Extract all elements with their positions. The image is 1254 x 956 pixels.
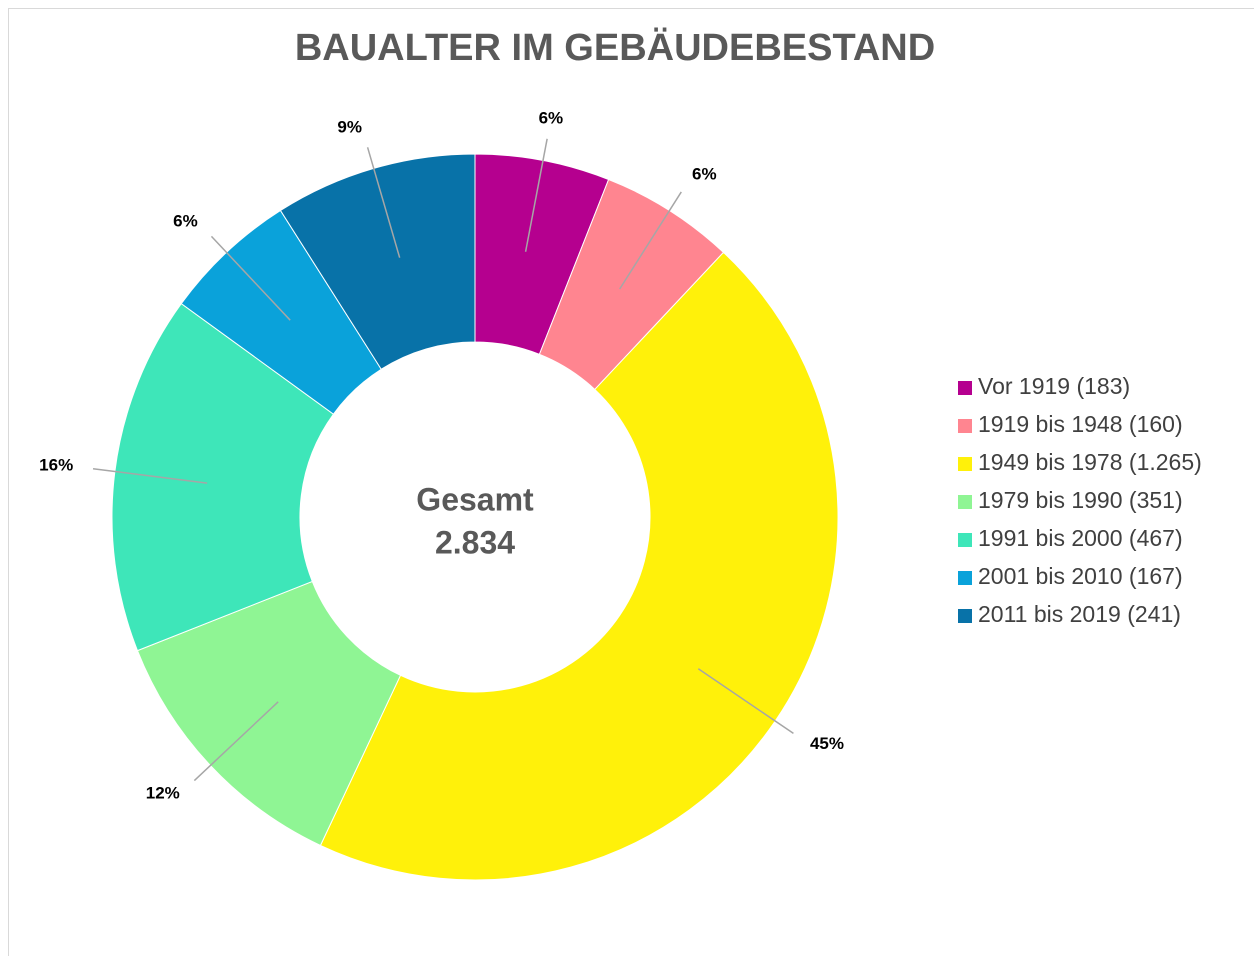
chart-border: [8, 8, 1254, 956]
chart-title: BAUALTER IM GEBÄUDEBESTAND: [295, 26, 935, 69]
legend-swatch: [958, 419, 972, 433]
legend-swatch: [958, 571, 972, 585]
center-value: 2.834: [435, 524, 515, 560]
leader-line: [92, 468, 208, 484]
data-label: 6%: [539, 109, 564, 128]
data-label: 45%: [810, 734, 844, 753]
data-label: 6%: [173, 211, 198, 230]
legend-label: 1949 bis 1978 (1.265): [978, 449, 1202, 475]
leader-line: [697, 668, 794, 735]
leader-line: [366, 147, 401, 258]
legend-label: 2011 bis 2019 (241): [978, 601, 1181, 627]
donut-slice: [111, 302, 335, 652]
donut-slice: [279, 153, 476, 370]
leader-line: [193, 701, 279, 782]
legend-label: 1991 bis 2000 (467): [978, 525, 1183, 551]
legend-label: Vor 1919 (183): [978, 373, 1130, 399]
leader-line: [210, 235, 291, 321]
data-label: 9%: [337, 118, 362, 137]
leader-line: [619, 191, 682, 290]
legend-label: 1979 bis 1990 (351): [978, 487, 1183, 513]
center-label: Gesamt: [416, 481, 534, 517]
legend-swatch: [958, 495, 972, 509]
donut-slice: [319, 251, 839, 881]
legend-swatch: [958, 609, 972, 623]
leader-line: [524, 138, 548, 252]
donut-slice: [136, 580, 402, 847]
legend-swatch: [958, 457, 972, 471]
legend-label: 2001 bis 2010 (167): [978, 563, 1183, 589]
data-label: 6%: [692, 165, 717, 184]
data-label: 16%: [39, 456, 73, 475]
data-label: 12%: [146, 784, 180, 803]
legend-swatch: [958, 381, 972, 395]
legend-label: 1919 bis 1948 (160): [978, 411, 1183, 437]
legend-swatch: [958, 533, 972, 547]
